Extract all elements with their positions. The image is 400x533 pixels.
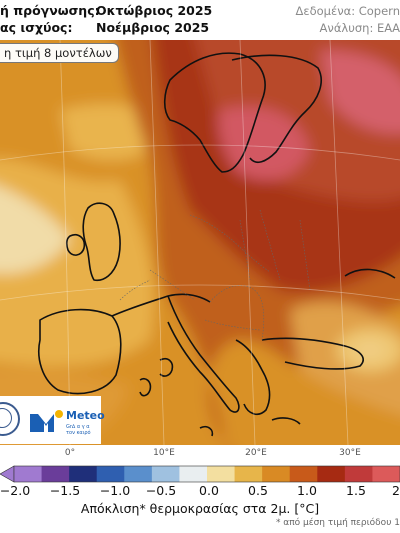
colorbar-title: Απόκλιση* θερμοκρασίας στα 2μ. [°C]: [80, 501, 320, 516]
colorbar-swatch: [344, 466, 373, 482]
colorbar-swatch: [289, 466, 318, 482]
colorbar-swatch: [207, 466, 235, 482]
logo-area: Meteo Gr∆ α γ α τον καιρό: [0, 396, 105, 444]
colorbar-tick: −1.5: [49, 483, 81, 498]
valid-label: ας ισχύος:: [0, 20, 73, 35]
model-ensemble-badge: η τιμή 8 μοντέλων: [0, 43, 119, 63]
colorbar-swatch: [234, 466, 263, 482]
coastlines: [38, 52, 396, 437]
colorbar-swatches: [0, 465, 400, 483]
colorbar-swatch: [124, 466, 153, 482]
lon-label-0: 0°: [64, 448, 76, 458]
temperature-anomaly-map: [0, 40, 400, 445]
colorbar-swatch: [179, 466, 208, 482]
valid-month: Νοέμβριος 2025: [96, 20, 210, 35]
analysis-credit: Ανάλυση: ΕΑΑ: [319, 21, 400, 35]
colorbar-swatch: [151, 466, 180, 482]
forecast-month: Οκτώβριος 2025: [96, 3, 213, 18]
colorbar-arrow-low: [0, 465, 15, 483]
colorbar-swatch: [372, 466, 400, 482]
colorbar-swatch: [262, 466, 291, 482]
meteo-logo-icon: [30, 410, 63, 432]
anomaly-field: [0, 40, 400, 445]
map-header: ή πρόγνωσης: Οκτώβριος 2025 ας ισχύος: Ν…: [0, 0, 400, 40]
colorbar-swatch: [317, 466, 346, 482]
colorbar-tick: 0.5: [248, 483, 268, 498]
forecast-label: ή πρόγνωσης:: [0, 3, 100, 18]
colorbar-tick: 2: [392, 483, 400, 498]
country-borders: [119, 209, 311, 341]
colorbar-swatch: [69, 466, 98, 482]
reference-period-footnote: * από μέση τιμή περιόδου 1: [275, 518, 400, 528]
lon-label-10e: 10°E: [153, 448, 175, 458]
colorbar-tick: 0.0: [199, 483, 219, 498]
colorbar-tick: 1.0: [297, 483, 317, 498]
colorbar-swatch: [14, 466, 42, 482]
institution-seal: [0, 402, 20, 436]
colorbar-frame: [13, 465, 400, 483]
colorbar-tick: −1.0: [99, 483, 131, 498]
map-canvas: [0, 40, 400, 445]
lon-label-20e: 20°E: [245, 448, 267, 458]
colorbar-tick: −2.0: [0, 483, 31, 498]
lon-label-30e: 30°E: [339, 448, 361, 458]
graticule: [0, 40, 400, 445]
colorbar: [0, 464, 400, 484]
colorbar-swatch: [96, 466, 125, 482]
meteo-tagline: Gr∆ α γ α τον καιρό: [66, 424, 91, 436]
data-source: Δεδομένα: Copern: [295, 4, 400, 18]
meteo-logo-text: Meteo: [66, 409, 105, 422]
colorbar-swatch: [41, 466, 70, 482]
colorbar-tick: 1.5: [346, 483, 366, 498]
colorbar-tick: −0.5: [145, 483, 177, 498]
